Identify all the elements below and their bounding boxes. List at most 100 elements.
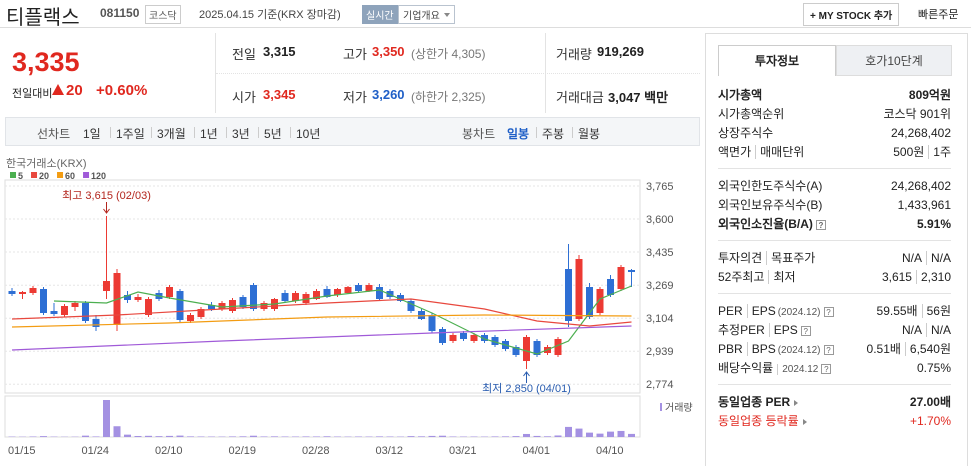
volume-bar — [271, 436, 278, 437]
candle-body — [607, 279, 614, 295]
info-group: 외국인한도주식수(A) 24,268,402 외국인보유주식수(B) 1,433,96… — [718, 169, 951, 241]
tab-separator — [536, 127, 537, 138]
value-part: N/A — [901, 323, 922, 337]
label-part: 상장주식수 — [718, 126, 774, 140]
info-value: 27.00배 — [910, 393, 951, 412]
row-arrow[interactable] — [802, 418, 810, 425]
realtime-button[interactable]: 실시간 — [362, 5, 398, 24]
volume-bar — [229, 436, 236, 437]
help-icon[interactable]: ? — [800, 325, 811, 336]
label-sub: (2024.12) — [777, 345, 821, 356]
candle-body — [145, 299, 152, 315]
info-row: 시가총액순위 코스닥 901위 — [718, 105, 951, 124]
help-icon[interactable]: ? — [823, 306, 834, 317]
label-part: 추정PER — [718, 323, 765, 337]
tab-label: 봉차트 — [462, 127, 496, 141]
value-part: 5.91% — [916, 217, 951, 231]
volume-bar — [554, 435, 562, 437]
tab-separator — [151, 127, 152, 138]
summary-note: (하한가 2,325) — [411, 90, 486, 104]
volume-bar — [376, 436, 383, 437]
label-sub: (2024.12) — [777, 307, 821, 318]
volume-bar — [29, 436, 37, 437]
info-label: PER EPS (2024.12)? — [718, 302, 834, 321]
quick-order[interactable]: 빠른주문 — [918, 9, 959, 21]
candle-body — [8, 291, 16, 294]
candle-tab[interactable]: 일봉 — [507, 127, 530, 141]
help-icon[interactable]: ? — [821, 363, 832, 374]
summary-note: (상한가 4,305) — [411, 47, 486, 61]
label-part: BPS — [746, 342, 776, 356]
info-label: 추정PER EPS? — [718, 321, 811, 340]
x-tick-label: 04/01 — [523, 445, 551, 457]
info-value: 24,268,402 — [891, 124, 951, 143]
info-row: 상장주식수 24,268,402 — [718, 124, 951, 143]
value-part: 56원 — [921, 304, 951, 318]
volume-bar — [586, 432, 593, 437]
candle-body — [61, 306, 68, 315]
info-value: 1,433,961 — [898, 196, 951, 215]
info-tab[interactable]: 호가10단계 — [836, 45, 952, 76]
candle-body — [334, 289, 341, 295]
candle-body — [418, 311, 425, 319]
volume-bar — [155, 436, 163, 437]
info-row: 추정PER EPS? N/A N/A — [718, 321, 951, 340]
ma-line — [53, 285, 632, 355]
info-group: 투자의견 목표주가 N/A N/A 52주최고 최저 3,615 2,310 — [718, 241, 951, 294]
period-tab[interactable]: 1년 — [200, 127, 218, 141]
info-row: PER EPS (2024.12)? 59.55배 56원 — [718, 302, 951, 321]
info-value: 5.91% — [917, 215, 951, 234]
x-tick-label: 03/21 — [449, 445, 477, 457]
label-part: 최저 — [768, 270, 796, 284]
company-menu[interactable]: 기업개요 — [398, 5, 455, 24]
period-tab[interactable]: 5년 — [264, 127, 282, 141]
mystock-button[interactable]: + MY STOCK 추가 — [803, 3, 900, 26]
candle-body — [575, 259, 583, 319]
candle-body — [523, 337, 530, 361]
volume-icon — [660, 403, 662, 411]
summary-value: 3,350 — [372, 44, 405, 59]
period-tab[interactable]: 1일 — [83, 127, 101, 141]
value-part: 2,310 — [915, 270, 951, 284]
period-tab[interactable]: 10년 — [296, 127, 321, 141]
label-part: 액면가 — [718, 145, 752, 159]
info-row: 액면가 매매단위 500원 1주 — [718, 143, 951, 162]
candle-tab[interactable]: 월봉 — [578, 127, 601, 141]
info-row: 동일업종 등락률 +1.70% — [718, 412, 951, 431]
volume-bar — [512, 436, 520, 437]
period-tab[interactable]: 1주일 — [116, 127, 145, 141]
help-icon[interactable]: ? — [823, 344, 834, 355]
help-icon[interactable]: ? — [815, 219, 826, 230]
volume-bar — [596, 433, 604, 437]
row-arrow[interactable] — [794, 399, 801, 406]
volume-bar — [491, 436, 499, 437]
candle-body — [29, 288, 37, 293]
summary-label: 시가 — [232, 90, 256, 105]
tab-label: 선차트 — [37, 127, 71, 141]
volume-bar — [355, 436, 362, 437]
info-label: 외국인한도주식수(A) — [718, 177, 822, 196]
summary-label: 거래량 — [556, 47, 592, 62]
info-tab[interactable]: 투자정보 — [718, 45, 836, 76]
candle-body — [92, 319, 100, 327]
volume-bar — [124, 434, 131, 437]
period-tab[interactable]: 3개월 — [157, 127, 186, 141]
info-row: PBR BPS (2024.12)? 0.51배 6,540원 — [718, 340, 951, 359]
value-part: N/A — [925, 251, 951, 265]
period-tab[interactable]: 3년 — [232, 127, 250, 141]
volume-bar — [176, 435, 184, 437]
candle-body — [565, 269, 572, 321]
candle-body — [323, 289, 331, 297]
candle-body — [40, 289, 47, 313]
candle-tab[interactable]: 주봉 — [542, 127, 565, 141]
x-tick-label: 01/24 — [82, 445, 110, 457]
volume-bar — [407, 436, 415, 437]
y-tick-label: 3,269 — [646, 280, 674, 292]
label-part: 동일업종 PER — [718, 395, 791, 409]
ma-line — [11, 298, 632, 327]
volume-bar — [113, 426, 121, 437]
candle-body — [460, 333, 467, 339]
info-row: 외국인보유주식수(B) 1,433,961 — [718, 196, 951, 215]
candle-body — [250, 285, 257, 309]
label-sub: 2024.12 — [777, 364, 819, 375]
